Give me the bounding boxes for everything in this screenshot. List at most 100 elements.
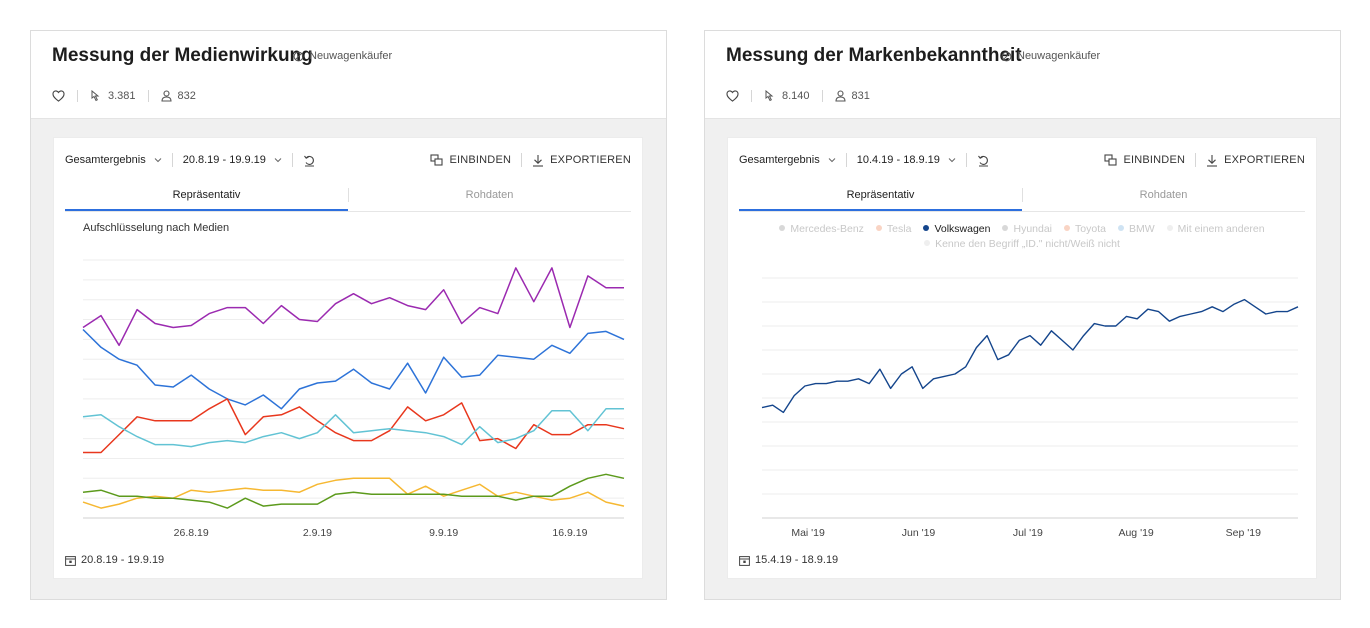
legend-item[interactable]: Hyundai [1002, 222, 1052, 237]
card-meta: 3.381 832 [52, 90, 196, 102]
audience-tag[interactable]: Neuwagenkäufer [293, 50, 392, 62]
legend-label: Volkswagen [934, 223, 991, 235]
chart-toolbar: Gesamtergebnis 10.4.19 - 18.9.19 EINBIND… [739, 150, 1305, 170]
tab-representative[interactable]: Repräsentativ [65, 184, 348, 211]
user-icon [160, 90, 172, 102]
chevron-down-icon [828, 158, 836, 163]
filter-select[interactable]: Gesamtergebnis [739, 154, 836, 166]
audience-tag[interactable]: Neuwagenkäufer [1001, 50, 1100, 62]
series-line [761, 298, 1299, 414]
legend-item[interactable]: Kenne den Begriff „ID." nicht/Weiß nicht [924, 237, 1120, 252]
media-chart: 26.8.19 2.9.19 9.9.19 16.9.19 [54, 138, 644, 548]
date-range-select[interactable]: 10.4.19 - 18.9.19 [857, 154, 956, 166]
calendar-icon [739, 555, 750, 566]
chart-subtitle: Aufschlüsselung nach Medien [83, 222, 230, 234]
series-line [82, 408, 624, 448]
participants-count: 832 [160, 90, 196, 102]
legend-label: Kenne den Begriff „ID." nicht/Weiß nicht [935, 238, 1120, 250]
x-tick-label: 2.9.19 [303, 527, 332, 539]
embed-button[interactable]: EINBINDEN [1104, 154, 1185, 166]
pointer-icon [91, 90, 100, 102]
series-line [82, 267, 624, 347]
series-line [82, 477, 625, 509]
series-line [83, 398, 625, 454]
card-meta: 8.140 831 [726, 90, 870, 102]
tab-raw-data[interactable]: Rohdaten [348, 184, 631, 211]
card-title: Messung der Markenbekanntheit [726, 45, 1022, 66]
legend-label: Tesla [886, 223, 912, 235]
legend-item[interactable]: Toyota [1064, 222, 1106, 237]
heart-icon[interactable] [726, 90, 739, 102]
export-button[interactable]: EXPORTIEREN [532, 154, 631, 167]
audience-tag-label: Neuwagenkäufer [1017, 50, 1101, 62]
x-tick-label: Jul '19 [1013, 527, 1043, 539]
legend-dot [1002, 225, 1009, 231]
embed-button[interactable]: EINBINDEN [430, 154, 511, 166]
user-icon [834, 90, 846, 102]
tag-icon [1001, 51, 1012, 61]
legend-item[interactable]: BMW [1117, 222, 1155, 237]
responses-value: 3.381 [108, 90, 136, 102]
export-label: EXPORTIEREN [550, 154, 631, 166]
legend-dot [1064, 225, 1071, 231]
card-header: Messung der Medienwirkung Neuwagenkäufer… [31, 31, 666, 119]
responses-value: 8.140 [782, 90, 810, 102]
download-icon [1207, 154, 1218, 167]
legend-item[interactable]: Mercedes-Benz [779, 222, 864, 237]
legend-item[interactable]: Volkswagen [923, 222, 990, 237]
legend-dot [779, 225, 786, 231]
participants-count: 831 [834, 90, 870, 102]
reset-icon[interactable] [303, 154, 316, 167]
tab-raw-data[interactable]: Rohdaten [1022, 184, 1305, 211]
filter-value: Gesamtergebnis [65, 154, 146, 166]
footer-date-range: 20.8.19 - 19.9.19 [65, 554, 164, 566]
x-tick-label: 16.9.19 [552, 527, 587, 539]
date-range-value: 20.8.19 - 19.9.19 [182, 154, 266, 166]
view-tabs: Repräsentativ Rohdaten [739, 184, 1305, 212]
footer-date-range-value: 20.8.19 - 19.9.19 [81, 554, 165, 566]
brand-chart: Mai '19 Jun '19 Jul '19 Aug '19 Sep '19 [728, 138, 1318, 548]
chevron-down-icon [274, 158, 282, 163]
legend-dot [923, 225, 930, 231]
legend-label: BMW [1128, 223, 1155, 235]
x-tick-label: Mai '19 [791, 527, 825, 539]
legend-item[interactable]: Mit einem anderen [1166, 222, 1265, 237]
chevron-down-icon [154, 158, 162, 163]
reset-icon[interactable] [977, 154, 990, 167]
legend-label: Mercedes-Benz [790, 223, 864, 235]
responses-count: 3.381 [90, 90, 136, 102]
x-tick-label: 26.8.19 [174, 527, 209, 539]
download-icon [533, 154, 544, 167]
tab-representative[interactable]: Repräsentativ [739, 184, 1022, 211]
filter-select[interactable]: Gesamtergebnis [65, 154, 162, 166]
chart-legend: Mercedes-Benz Tesla Volkswagen Hyundai Toyot… [758, 222, 1286, 252]
responses-count: 8.140 [764, 90, 810, 102]
heart-icon[interactable] [52, 90, 65, 102]
export-button[interactable]: EXPORTIEREN [1206, 154, 1305, 167]
chart-toolbar: Gesamtergebnis 20.8.19 - 19.9.19 EINBIND… [65, 150, 631, 170]
series-line [82, 328, 625, 410]
series-line [82, 473, 625, 509]
audience-tag-label: Neuwagenkäufer [309, 50, 393, 62]
date-range-value: 10.4.19 - 18.9.19 [856, 154, 940, 166]
participants-value: 832 [177, 90, 196, 102]
x-tick-label: Jun '19 [902, 527, 936, 539]
chevron-down-icon [948, 158, 956, 163]
chart-panel: Gesamtergebnis 10.4.19 - 18.9.19 EINBIND… [727, 137, 1317, 579]
brand-chart-svg: Mai '19 Jun '19 Jul '19 Aug '19 Sep '19 [761, 277, 1299, 539]
date-range-select[interactable]: 20.8.19 - 19.9.19 [183, 154, 282, 166]
footer-date-range: 15.4.19 - 18.9.19 [739, 554, 838, 566]
legend-dot [875, 225, 882, 231]
chart-panel: Gesamtergebnis 20.8.19 - 19.9.19 EINBIND… [53, 137, 643, 579]
x-tick-label: 9.9.19 [429, 527, 458, 539]
legend-dot [924, 240, 931, 246]
embed-label: EINBINDEN [1123, 154, 1186, 166]
embed-icon [430, 154, 443, 166]
legend-item[interactable]: Tesla [875, 222, 912, 237]
pointer-icon [765, 90, 774, 102]
card-header: Messung der Markenbekanntheit Neuwagenkä… [705, 31, 1340, 119]
calendar-icon [65, 555, 76, 566]
legend-label: Mit einem anderen [1177, 223, 1265, 235]
export-label: EXPORTIEREN [1224, 154, 1305, 166]
filter-value: Gesamtergebnis [739, 154, 820, 166]
